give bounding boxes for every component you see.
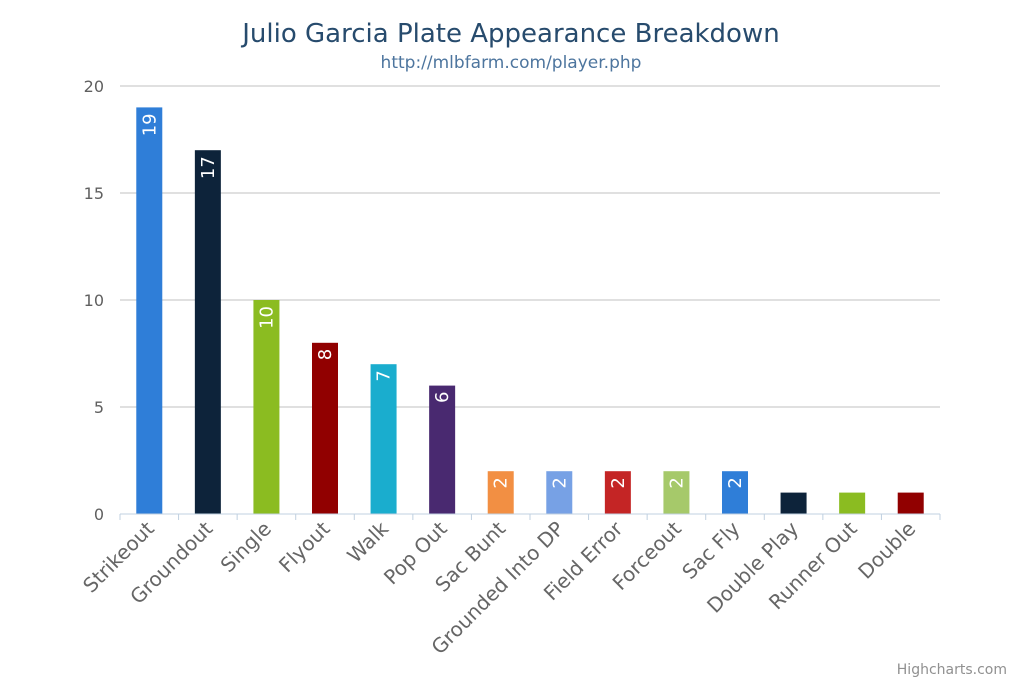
y-tick-label: 0: [94, 505, 104, 524]
bar-forceout[interactable]: [663, 471, 690, 514]
x-tick-label: Double: [853, 517, 920, 584]
bar-double-play[interactable]: [780, 492, 807, 514]
bar-grounded-into-dp[interactable]: [546, 471, 573, 514]
data-label: 10: [256, 306, 277, 329]
credits-link[interactable]: Highcharts.com: [897, 662, 1007, 678]
bar-sac-fly[interactable]: [722, 471, 748, 514]
bar-single[interactable]: [253, 300, 280, 514]
x-tick-label: Single: [216, 517, 276, 577]
y-tick-label: 5: [94, 398, 104, 417]
bar-flyout[interactable]: [312, 342, 338, 514]
data-label: 2: [725, 477, 746, 488]
bars: [136, 107, 924, 515]
data-label: 17: [198, 156, 219, 179]
x-tick-label: Flyout: [274, 516, 335, 577]
bar-runner-out[interactable]: [839, 492, 866, 514]
y-tick-label: 10: [84, 291, 104, 310]
bar-walk[interactable]: [370, 364, 397, 514]
data-label: 2: [549, 477, 570, 488]
data-label: 8: [315, 349, 336, 360]
data-labels: 19 17 10 8 7 6 2 2 2 2 2: [139, 113, 746, 488]
chart-title: Julio Garcia Plate Appearance Breakdown: [240, 19, 779, 49]
data-label: 2: [608, 477, 629, 488]
data-label: 2: [491, 477, 512, 488]
bar-double[interactable]: [897, 492, 924, 514]
bar-pop-out[interactable]: [429, 385, 456, 514]
y-tick-label: 15: [84, 184, 104, 203]
y-axis: 0 5 10 15 20: [84, 77, 104, 524]
data-label: 2: [666, 477, 687, 488]
y-tick-label: 20: [84, 77, 104, 96]
chart-subtitle: http://mlbfarm.com/player.php: [381, 53, 642, 73]
bar-groundout[interactable]: [194, 150, 221, 514]
x-tick-label: Walk: [342, 516, 393, 567]
bar-strikeout[interactable]: [136, 107, 163, 515]
data-label: 7: [374, 370, 395, 381]
bar-sac-bunt[interactable]: [487, 471, 514, 514]
data-label: 19: [139, 113, 160, 136]
grid-lines: [120, 85, 940, 408]
bar-field-error[interactable]: [604, 471, 631, 514]
data-label: 6: [432, 392, 453, 403]
